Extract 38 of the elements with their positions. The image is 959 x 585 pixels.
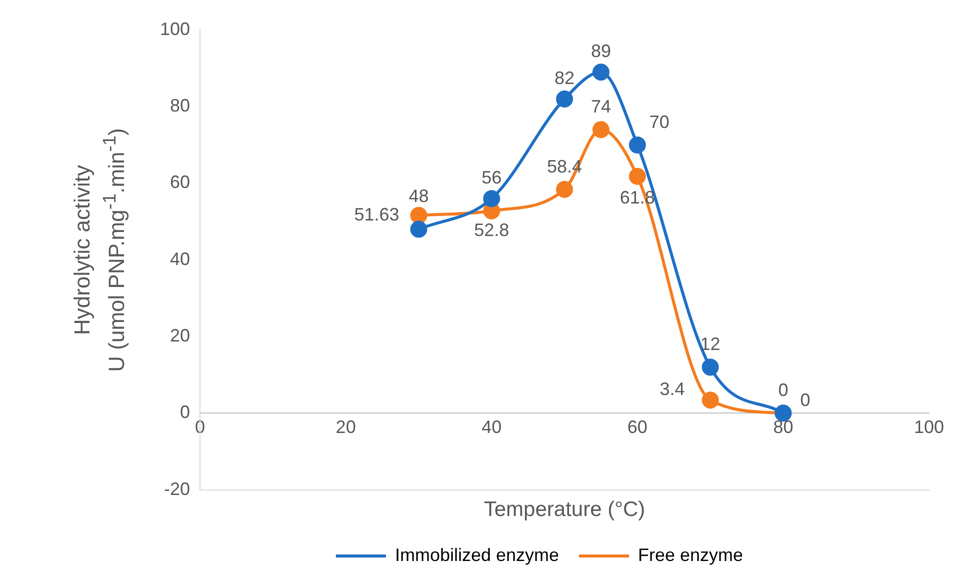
x-axis-title: Temperature (°C): [484, 498, 646, 522]
point: [410, 220, 428, 238]
data-label: 56: [482, 168, 502, 188]
data-label: 82: [554, 68, 575, 88]
x-tick-label: 60: [627, 416, 648, 437]
legend-label: Immobilized enzyme: [394, 544, 560, 565]
data-label: 12: [700, 334, 720, 354]
data-label: 0: [800, 390, 810, 410]
x-tick-label: 20: [336, 416, 356, 437]
y-tick-label: 60: [170, 172, 190, 192]
legend-label: Free enzyme: [638, 544, 744, 565]
y-tick-label: 100: [160, 18, 190, 39]
x-tick-label: 80: [773, 416, 794, 437]
point: [592, 121, 610, 138]
point: [628, 168, 646, 185]
y-tick-label: 40: [170, 248, 190, 269]
x-tick-label: 100: [914, 416, 944, 437]
y-tick-label: 0: [180, 402, 190, 422]
data-label: 48: [408, 186, 429, 206]
y-tick-label: 20: [170, 326, 190, 346]
data-label: 89: [590, 41, 611, 62]
y-tick-label: 80: [170, 96, 190, 116]
point: [410, 206, 428, 224]
data-label: 0: [778, 380, 788, 400]
data-label: 3.4: [660, 379, 685, 400]
data-label: 51.63: [354, 204, 400, 224]
point: [556, 180, 574, 198]
point: [556, 90, 574, 108]
data-label: 70: [649, 112, 670, 132]
y-tick-label: -20: [164, 478, 190, 499]
point: [628, 136, 646, 154]
point: [592, 64, 610, 81]
point: [483, 190, 500, 208]
point: [702, 392, 719, 409]
data-label: 74: [590, 96, 611, 117]
point: [702, 358, 719, 376]
data-label: 52.8: [474, 220, 510, 240]
x-tick-label: 40: [482, 416, 502, 437]
